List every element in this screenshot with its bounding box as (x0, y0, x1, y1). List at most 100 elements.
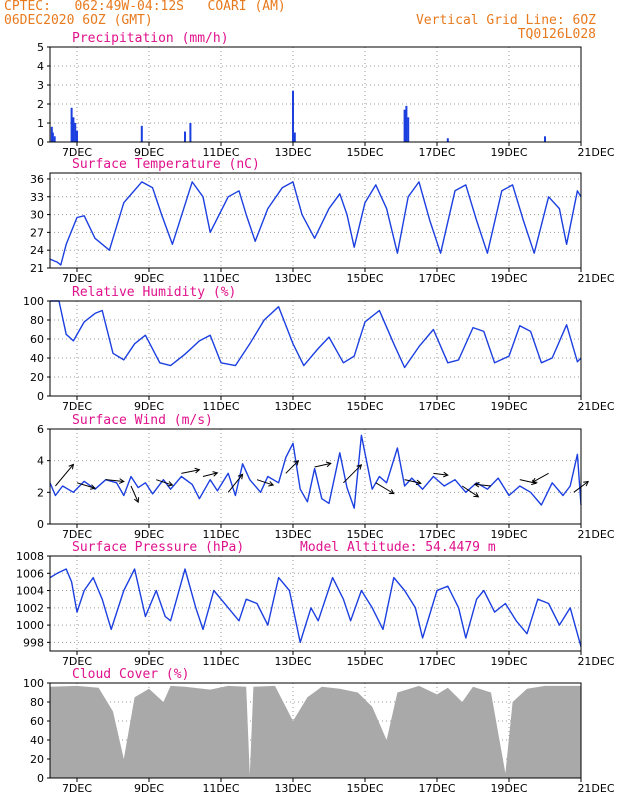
x-tick-label: 7DEC (62, 146, 92, 159)
x-tick-label: 21DEC (577, 400, 614, 413)
x-tick-label: 13DEC (274, 146, 311, 159)
wind-arrow (474, 483, 492, 487)
y-tick-label: 1 (37, 117, 44, 130)
x-tick-label: 13DEC (274, 400, 311, 413)
wind-arrow (227, 474, 243, 493)
x-tick-label: 11DEC (202, 400, 239, 413)
wind-arrow-head (473, 492, 480, 498)
wind-arrow-head (415, 479, 422, 486)
wind-arrow-head (237, 473, 244, 480)
x-tick-label: 19DEC (490, 146, 527, 159)
x-tick-label: 21DEC (577, 272, 614, 285)
x-tick-label: 7DEC (62, 528, 92, 541)
x-tick-label: 15DEC (346, 400, 383, 413)
precip-bar (53, 136, 56, 142)
y-tick-label: 0 (37, 136, 44, 149)
x-tick-label: 17DEC (418, 528, 455, 541)
panel-frame (49, 300, 582, 397)
cloud-area (50, 685, 581, 778)
x-tick-label: 11DEC (202, 528, 239, 541)
x-tick-label: 17DEC (418, 272, 455, 285)
wind-arrow-head (268, 481, 275, 487)
precip-bar (403, 109, 406, 142)
precip-bar (544, 136, 546, 142)
y-tick-label: 33 (30, 191, 44, 204)
y-tick-label: 60 (30, 333, 44, 346)
y-tick-label: 1002 (16, 602, 44, 615)
x-tick-label: 15DEC (346, 655, 383, 668)
wind-arrow (181, 469, 200, 474)
header-location: CPTEC: 062:49W-04:12S COARI (AM) (4, 0, 286, 14)
panel-title: Surface Wind (m/s) (72, 413, 213, 428)
precip-bar (405, 105, 408, 142)
wind-arrow-head (119, 478, 125, 484)
y-tick-label: 998 (23, 636, 44, 649)
x-tick-label: 13DEC (274, 528, 311, 541)
x-tick-label: 21DEC (577, 782, 614, 795)
wind-arrow (375, 482, 395, 495)
y-tick-label: 40 (30, 734, 44, 747)
x-tick-label: 13DEC (274, 272, 311, 285)
precip-bar (189, 123, 192, 142)
x-tick-label: 13DEC (274, 655, 311, 668)
precip-bar (70, 107, 73, 142)
wind-arrow-head (293, 459, 300, 466)
y-tick-label: 1004 (16, 585, 44, 598)
x-tick-label: 11DEC (202, 655, 239, 668)
panel-title: Precipitation (mm/h) (72, 31, 229, 46)
x-tick-label: 11DEC (202, 146, 239, 159)
y-tick-label: 20 (30, 753, 44, 766)
y-tick-label: 2 (37, 486, 44, 499)
x-tick-label: 17DEC (418, 400, 455, 413)
series-line (49, 434, 582, 509)
wind-arrow (532, 472, 549, 483)
x-tick-label: 7DEC (62, 400, 92, 413)
x-tick-label: 15DEC (346, 528, 383, 541)
y-tick-label: 2 (37, 98, 44, 111)
x-tick-label: 9DEC (134, 400, 164, 413)
wind-arrow-head (68, 463, 75, 470)
y-tick-label: 0 (37, 772, 44, 785)
x-tick-label: 17DEC (418, 782, 455, 795)
panel-frame (49, 46, 582, 143)
wind-arrow (55, 464, 74, 487)
wind-arrow (105, 479, 124, 482)
y-tick-label: 100 (23, 677, 44, 690)
y-tick-label: 21 (30, 262, 44, 275)
x-tick-label: 15DEC (346, 272, 383, 285)
y-tick-label: 6 (37, 423, 44, 436)
panel-title: Surface Temperature (nC) (72, 157, 260, 172)
x-tick-label: 21DEC (577, 146, 614, 159)
x-tick-label: 17DEC (418, 655, 455, 668)
wind-arrow (314, 462, 331, 468)
series-line (49, 568, 582, 647)
panel-title: Relative Humidity (%) (72, 285, 236, 300)
x-tick-label: 9DEC (134, 146, 164, 159)
wind-arrow-head (212, 471, 219, 477)
y-tick-label: 40 (30, 352, 44, 365)
wind-arrow-head (167, 481, 174, 487)
x-tick-label: 9DEC (134, 655, 164, 668)
precip-bar (76, 130, 78, 142)
y-tick-label: 36 (30, 173, 44, 186)
x-tick-label: 17DEC (418, 146, 455, 159)
wind-arrow-head (388, 489, 395, 495)
x-tick-label: 15DEC (346, 782, 383, 795)
wind-arrow (130, 485, 139, 503)
y-tick-label: 0 (37, 518, 44, 531)
header-grid-note: Vertical Grid Line: 6OZ (415, 13, 596, 28)
wind-arrow-head (356, 464, 363, 470)
precip-bar (50, 126, 53, 142)
header-model-code: TQ0126L028 (517, 27, 596, 42)
precip-bar (293, 132, 296, 142)
x-tick-label: 19DEC (490, 782, 527, 795)
x-tick-label: 9DEC (134, 782, 164, 795)
precip-bar (184, 131, 186, 142)
series-line (49, 181, 582, 266)
header-date: 06DEC2020 6OZ (GMT) (4, 13, 153, 28)
y-tick-label: 80 (30, 696, 44, 709)
wind-arrow (76, 482, 96, 489)
wind-arrow-head (90, 484, 96, 490)
y-tick-label: 3 (37, 79, 44, 92)
